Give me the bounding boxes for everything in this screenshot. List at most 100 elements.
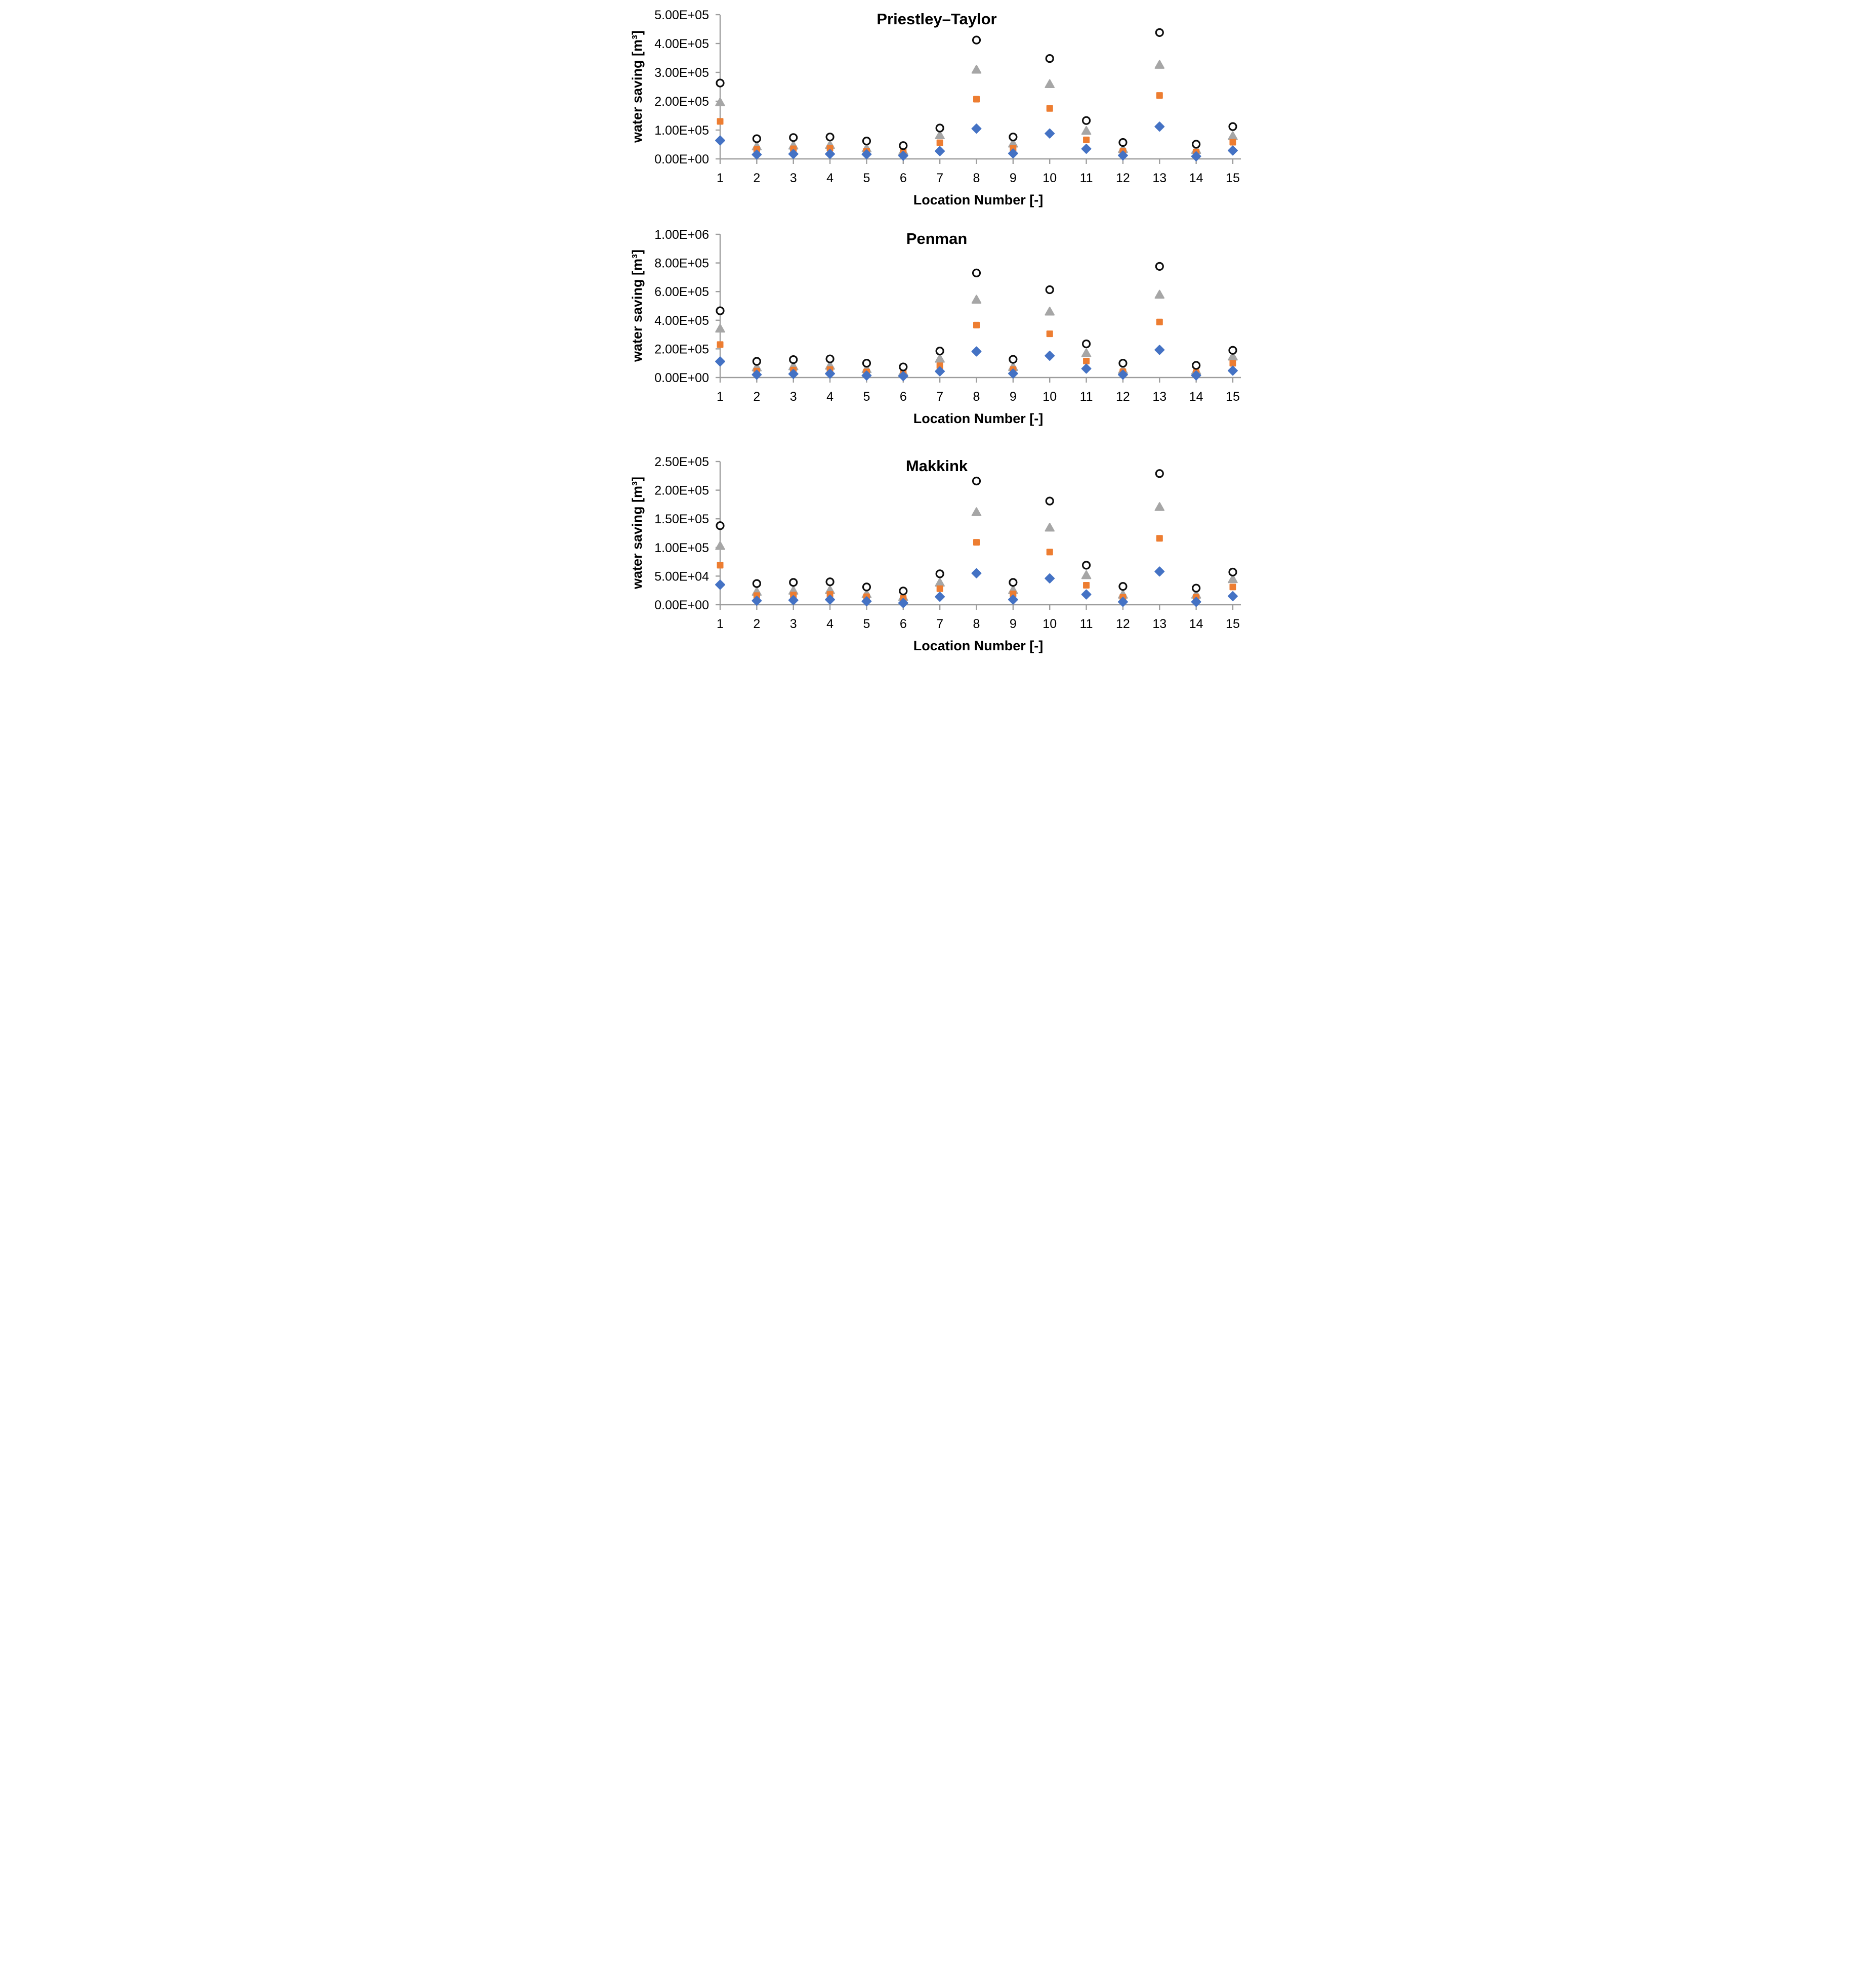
y-tick-label: 0.00E+00 — [654, 371, 709, 385]
x-tick-label: 5 — [863, 390, 870, 404]
data-point-gray-triangle — [715, 541, 725, 550]
data-point-orange-square — [936, 585, 943, 592]
data-point-blue-diamond — [1227, 591, 1238, 602]
y-tick-label: 2.00E+05 — [654, 95, 709, 109]
data-point-open-circle — [935, 569, 944, 578]
data-point-open-circle — [825, 354, 835, 363]
data-point-open-circle — [1045, 496, 1054, 506]
chart-penman: 0.00E+00 2.00E+05 4.00E+05 6.00E+05 8.00E+05… — [626, 219, 1251, 439]
data-point-gray-triangle — [971, 507, 981, 516]
data-point-open-circle — [825, 577, 835, 587]
x-tick-label: 7 — [936, 390, 943, 404]
data-point-orange-square — [936, 362, 943, 369]
data-point-open-circle — [898, 587, 907, 596]
data-point-blue-diamond — [824, 594, 835, 605]
data-point-blue-diamond — [1154, 345, 1164, 355]
data-point-open-circle — [972, 476, 981, 486]
data-point-open-circle — [1228, 122, 1237, 131]
y-tick-label: 0.00E+00 — [654, 152, 709, 166]
x-tick-label: 15 — [1226, 171, 1240, 185]
data-point-gray-triangle — [1081, 570, 1091, 579]
x-axis-title: Location Number [-] — [913, 638, 1043, 653]
chart-title: Priestley–Taylor — [877, 10, 996, 28]
y-axis-title: water saving [m³] — [630, 477, 645, 590]
x-tick-label: 4 — [826, 617, 833, 631]
x-tick-label: 2 — [753, 390, 760, 404]
data-point-orange-square — [1156, 535, 1163, 542]
x-tick-label: 1 — [717, 390, 724, 404]
data-point-blue-diamond — [1154, 566, 1164, 577]
data-point-open-circle — [972, 35, 981, 45]
data-point-orange-square — [973, 96, 980, 103]
data-point-orange-square — [1156, 318, 1163, 325]
x-tick-label: 8 — [973, 617, 980, 631]
data-point-orange-square — [717, 562, 723, 569]
data-point-blue-diamond — [751, 369, 762, 380]
data-point-open-circle — [788, 355, 798, 364]
data-point-blue-diamond — [898, 598, 908, 608]
data-point-blue-diamond — [715, 356, 725, 367]
x-tick-label: 4 — [826, 390, 833, 404]
data-point-open-circle — [862, 359, 871, 368]
data-point-open-circle — [752, 357, 761, 366]
data-point-open-circle — [935, 347, 944, 356]
data-point-blue-diamond — [788, 368, 799, 379]
data-point-open-circle — [1008, 133, 1017, 142]
y-tick-label: 1.00E+05 — [654, 541, 709, 555]
data-point-blue-diamond — [898, 150, 908, 161]
data-point-orange-square — [973, 321, 980, 328]
data-point-orange-square — [826, 145, 833, 152]
data-point-open-circle — [1118, 582, 1128, 591]
data-point-open-circle — [972, 268, 981, 278]
x-tick-label: 1 — [717, 617, 724, 631]
y-tick-label: 2.00E+05 — [654, 342, 709, 356]
y-axis-title: water saving [m³] — [630, 30, 645, 143]
data-point-open-circle — [1081, 339, 1091, 349]
data-point-gray-triangle — [1227, 131, 1238, 140]
data-point-gray-triangle — [1154, 60, 1164, 69]
data-point-gray-triangle — [934, 130, 945, 139]
data-point-blue-diamond — [971, 346, 981, 357]
data-point-blue-diamond — [971, 568, 981, 578]
data-point-gray-triangle — [1081, 348, 1091, 357]
data-point-open-circle — [1045, 54, 1054, 63]
data-point-open-circle — [898, 141, 907, 150]
data-point-orange-square — [973, 539, 980, 546]
data-point-open-circle — [1081, 116, 1091, 125]
data-point-blue-diamond — [1008, 594, 1018, 605]
x-tick-label: 12 — [1116, 390, 1130, 404]
x-tick-label: 11 — [1079, 390, 1093, 404]
data-point-open-circle — [1228, 567, 1237, 577]
data-point-gray-triangle — [1044, 307, 1055, 316]
plot-area: 0.00E+00 5.00E+04 1.00E+05 1.50E+05 2.00E+05… — [654, 455, 1241, 631]
data-point-blue-diamond — [1044, 128, 1055, 139]
x-tick-label: 13 — [1152, 390, 1166, 404]
data-point-open-circle — [1155, 469, 1164, 478]
x-tick-label: 7 — [936, 617, 943, 631]
x-tick-label: 14 — [1189, 390, 1203, 404]
plot-area: 0.00E+00 1.00E+05 2.00E+05 3.00E+05 4.00E+05… — [654, 8, 1241, 185]
data-point-blue-diamond — [934, 146, 945, 156]
x-tick-label: 12 — [1116, 171, 1130, 185]
x-tick-label: 13 — [1152, 617, 1166, 631]
x-tick-label: 8 — [973, 390, 980, 404]
x-tick-label: 11 — [1079, 171, 1093, 185]
data-point-blue-diamond — [1081, 144, 1092, 154]
y-tick-label: 5.00E+04 — [654, 569, 709, 583]
chart-makkink: 0.00E+00 5.00E+04 1.00E+05 1.50E+05 2.00E+05… — [626, 439, 1251, 656]
data-point-orange-square — [1046, 330, 1053, 338]
data-point-orange-square — [1156, 92, 1163, 99]
data-point-blue-diamond — [1227, 365, 1238, 376]
data-point-open-circle — [862, 582, 871, 592]
figure-water-saving-charts: 0.00E+00 1.00E+05 2.00E+05 3.00E+05 4.00E+05… — [625, 0, 1251, 656]
chart-title: Penman — [906, 230, 967, 247]
data-point-blue-diamond — [1081, 589, 1092, 600]
x-tick-label: 9 — [1009, 617, 1016, 631]
x-tick-label: 6 — [899, 390, 906, 404]
data-point-blue-diamond — [788, 149, 799, 159]
data-point-open-circle — [1155, 28, 1164, 37]
data-point-blue-diamond — [861, 370, 871, 381]
data-point-open-circle — [1118, 359, 1128, 368]
data-point-open-circle — [1191, 140, 1200, 149]
data-point-orange-square — [1046, 549, 1053, 556]
